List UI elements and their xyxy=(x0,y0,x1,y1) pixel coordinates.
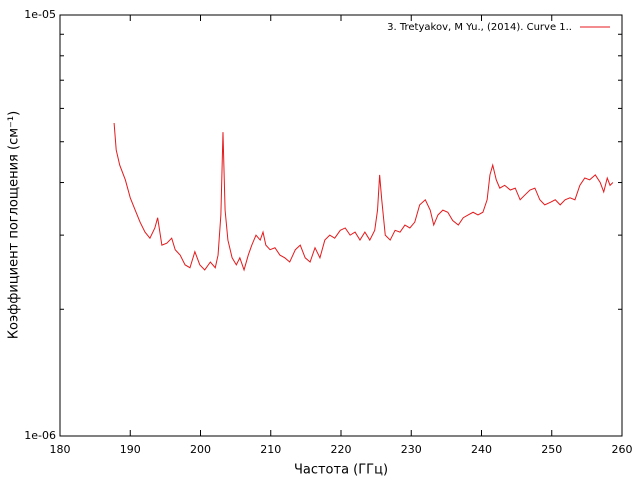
x-axis-label: Частота (ГГц) xyxy=(294,463,388,478)
x-tick-label: 180 xyxy=(50,443,71,456)
y-axis-label: Коэффициент поглощения (см⁻¹) xyxy=(7,111,22,339)
x-tick-label: 230 xyxy=(401,443,422,456)
x-tick-label: 200 xyxy=(190,443,211,456)
x-tick-label: 220 xyxy=(331,443,352,456)
plot-frame xyxy=(59,14,623,437)
y-tick-label: 1e-05 xyxy=(24,8,56,21)
data-line xyxy=(113,122,614,272)
y-tick-label: 1e-06 xyxy=(24,429,56,442)
x-tick-label: 190 xyxy=(120,443,141,456)
x-tick-label: 240 xyxy=(471,443,492,456)
legend-label: 3. Tretyakov, M Yu., (2014). Curve 1.. xyxy=(387,22,572,33)
x-tick-label: 250 xyxy=(541,443,562,456)
x-tick-label: 210 xyxy=(260,443,281,456)
x-tick-label: 260 xyxy=(612,443,633,456)
